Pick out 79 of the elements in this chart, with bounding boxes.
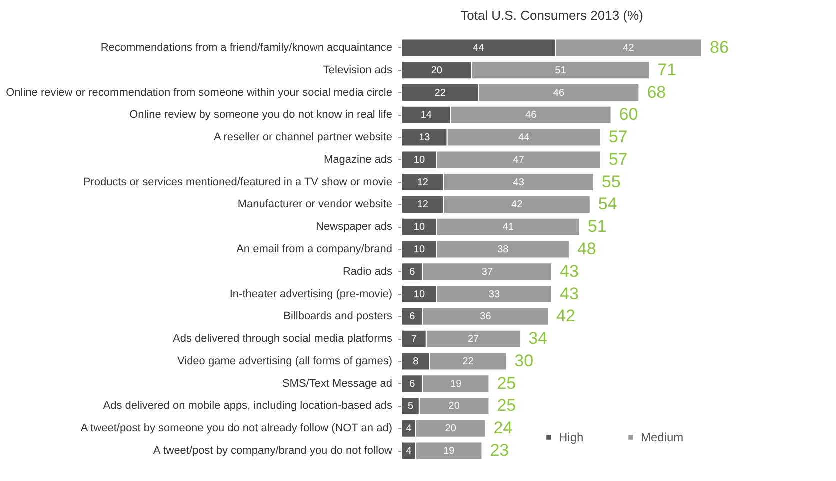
data-label: 36 <box>480 312 492 323</box>
chart-title: Total U.S. Consumers 2013 (%) <box>460 8 644 23</box>
data-label: 20 <box>445 424 457 435</box>
data-label: 12 <box>417 200 429 211</box>
data-label: 4 <box>406 424 412 435</box>
y-tick-label: A tweet/post by someone you do not already follow (NOT an ad) <box>80 422 392 435</box>
data-label: 10 <box>414 154 426 166</box>
total-label: 55 <box>602 172 621 192</box>
y-tick-label: Manufacturer or vendor website <box>238 198 392 211</box>
data-label: 6 <box>410 312 416 323</box>
data-label: 46 <box>553 88 565 99</box>
legend-label: Medium <box>641 430 684 444</box>
data-label: 42 <box>512 200 524 211</box>
y-tick-label: A tweet/post by company/brand you do not follow <box>153 445 393 458</box>
data-label: 6 <box>410 378 416 390</box>
data-label: 44 <box>518 132 530 144</box>
legend-label: High <box>559 430 584 444</box>
total-label: 43 <box>560 284 579 304</box>
total-label: 43 <box>560 262 579 281</box>
data-label: 19 <box>444 446 456 458</box>
data-label: 46 <box>526 110 538 122</box>
total-label: 71 <box>658 60 677 80</box>
total-label: 30 <box>514 351 534 370</box>
data-label: 47 <box>513 154 525 166</box>
y-tick-label: Radio ads <box>342 266 393 278</box>
total-label: 42 <box>556 306 576 326</box>
data-label: 37 <box>482 266 494 278</box>
total-label: 54 <box>598 194 618 214</box>
total-label: 48 <box>577 240 596 258</box>
y-tick-label: SMS/Text Message ad <box>282 378 392 390</box>
y-tick-label: Recommendations from a friend/family/known acquaintance <box>100 42 392 54</box>
data-label: 38 <box>498 244 510 256</box>
data-label: 20 <box>448 401 460 412</box>
y-tick-label: An email from a company/brand <box>236 244 392 256</box>
total-label: 86 <box>710 38 729 57</box>
total-label: 25 <box>497 396 516 416</box>
y-tick-label: Ads delivered through social media platforms <box>172 333 393 346</box>
data-label: 10 <box>414 222 426 234</box>
y-tick-label: Television ads <box>323 64 393 76</box>
data-label: 19 <box>450 378 462 390</box>
data-label: 7 <box>411 334 418 346</box>
data-label: 42 <box>623 42 635 54</box>
data-label: 12 <box>417 177 429 188</box>
data-label: 13 <box>419 132 431 144</box>
data-label: 44 <box>473 42 485 54</box>
y-tick-label: Products or services mentioned/featured in a TV show or movie <box>83 176 392 188</box>
data-label: 51 <box>555 65 567 76</box>
y-tick-label: A reseller or channel partner website <box>214 132 392 144</box>
data-label: 10 <box>414 289 426 300</box>
data-label: 6 <box>410 266 416 278</box>
data-label: 41 <box>502 222 514 234</box>
data-label: 22 <box>434 88 446 99</box>
total-label: 57 <box>608 150 628 169</box>
y-tick-label: Newspaper ads <box>316 221 393 234</box>
data-label: 8 <box>413 356 420 368</box>
y-tick-label: Ads delivered on mobile apps, including location-based ads <box>103 400 393 412</box>
total-label: 68 <box>647 82 666 102</box>
y-tick-label: Billboards and posters <box>284 310 393 323</box>
y-tick-label: In-theater advertising (pre-movie) <box>230 288 392 300</box>
data-label: 14 <box>420 110 432 122</box>
y-tick-label: Video game advertising (all forms of games) <box>177 355 392 368</box>
y-tick-label: Online review or recommendation from someone within your social media circle <box>6 86 392 99</box>
y-tick-label: Online review by someone you do not know in real life <box>130 109 392 122</box>
data-label: 20 <box>431 65 443 76</box>
total-label: 51 <box>588 217 607 236</box>
data-label: 27 <box>468 334 480 346</box>
data-label: 33 <box>488 289 500 300</box>
total-label: 24 <box>494 418 513 438</box>
y-tick-label: Magazine ads <box>324 154 393 166</box>
data-label: 4 <box>406 446 412 458</box>
data-label: 43 <box>513 177 525 188</box>
total-label: 25 <box>497 374 516 393</box>
data-label: 5 <box>408 401 414 412</box>
total-label: 57 <box>608 128 628 147</box>
total-label: 34 <box>528 329 548 348</box>
data-label: 10 <box>414 244 426 256</box>
data-label: 22 <box>462 356 474 368</box>
total-label: 60 <box>619 105 638 124</box>
total-label: 23 <box>490 441 510 460</box>
